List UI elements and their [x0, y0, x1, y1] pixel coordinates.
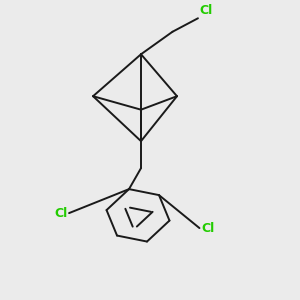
Text: Cl: Cl: [201, 222, 214, 235]
Text: Cl: Cl: [200, 4, 213, 17]
Text: Cl: Cl: [54, 207, 68, 220]
